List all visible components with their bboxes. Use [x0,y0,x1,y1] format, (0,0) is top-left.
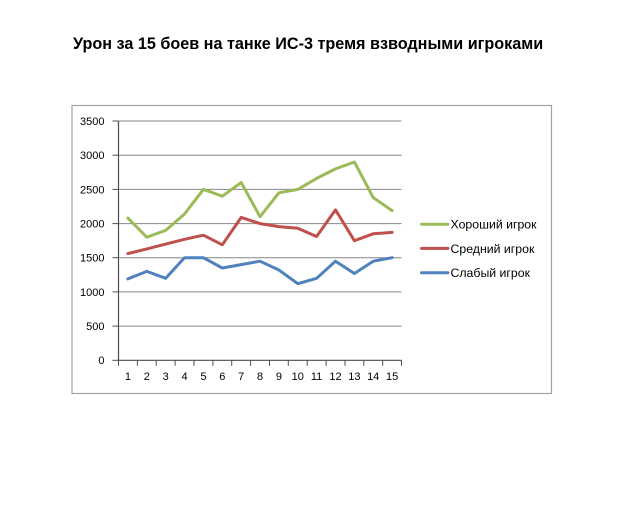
svg-text:5: 5 [200,371,206,383]
svg-text:11: 11 [311,371,322,383]
svg-text:10: 10 [292,371,304,383]
svg-text:2000: 2000 [80,219,104,231]
svg-text:14: 14 [367,371,379,383]
svg-text:1: 1 [125,371,131,383]
svg-text:Средний игрок: Средний игрок [451,242,535,256]
svg-text:3000: 3000 [80,150,104,162]
svg-text:6: 6 [219,371,225,383]
svg-text:1000: 1000 [80,287,104,299]
svg-text:9: 9 [276,371,282,383]
svg-text:Хороший игрок: Хороший игрок [451,218,538,232]
svg-text:2: 2 [144,371,150,383]
svg-text:2500: 2500 [80,184,104,196]
svg-text:7: 7 [238,371,244,383]
svg-text:4: 4 [181,371,187,383]
svg-text:Слабый игрок: Слабый игрок [451,266,531,280]
svg-text:1500: 1500 [80,253,104,265]
svg-text:0: 0 [98,355,104,367]
svg-text:500: 500 [86,321,104,333]
svg-text:3500: 3500 [80,116,104,128]
svg-text:3: 3 [163,371,169,383]
svg-text:15: 15 [386,371,398,383]
svg-text:12: 12 [329,371,341,383]
svg-text:8: 8 [257,371,263,383]
svg-text:13: 13 [348,371,360,383]
